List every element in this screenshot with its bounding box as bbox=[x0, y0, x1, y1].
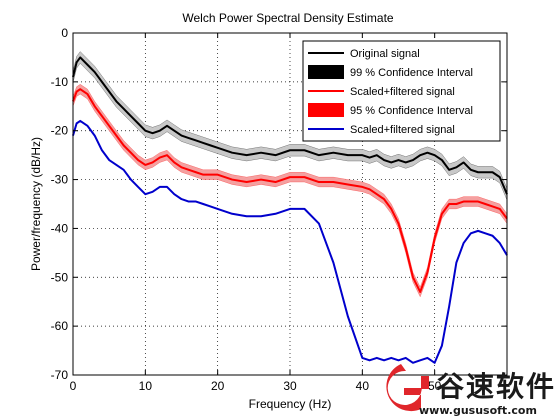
series-line-3 bbox=[72, 119, 508, 364]
y-tick-label: -30 bbox=[51, 173, 69, 187]
y-tick-label: -10 bbox=[51, 75, 69, 89]
chart-title: Welch Power Spectral Density Estimate bbox=[182, 11, 394, 25]
x-tick-label: 20 bbox=[211, 379, 225, 393]
legend: Original signal 99 % Confidence Interval S… bbox=[302, 40, 501, 142]
y-tick-label: -20 bbox=[51, 124, 69, 138]
legend-label: Scaled+filtered signal bbox=[350, 86, 455, 98]
legend-patch-swatch bbox=[308, 65, 344, 79]
y-axis-title: Power/frequency (dB/Hz) bbox=[29, 137, 43, 271]
watermark: 谷速软件 www.gususoft.com bbox=[386, 364, 556, 417]
legend-patch-swatch bbox=[308, 103, 344, 117]
series-lines bbox=[72, 56, 508, 364]
axis-ticks: 0 10 20 30 40 50 0 -10 -20 -30 -40 -50 -60 -70 bbox=[51, 26, 507, 393]
series-line-2 bbox=[72, 88, 508, 293]
legend-label: Original signal bbox=[350, 48, 420, 60]
x-tick-label: 30 bbox=[283, 379, 297, 393]
legend-label: 95 % Confidence Interval bbox=[350, 105, 473, 117]
y-tick-label: -50 bbox=[51, 270, 69, 284]
watermark-url: www.gususoft.com bbox=[419, 404, 537, 417]
y-tick-label: 0 bbox=[61, 26, 68, 40]
x-axis-title: Frequency (Hz) bbox=[249, 397, 332, 411]
legend-label: 99 % Confidence Interval bbox=[350, 67, 473, 79]
x-tick-label: 40 bbox=[356, 379, 370, 393]
legend-label: Scaled+filtered signal bbox=[350, 124, 455, 136]
x-tick-label: 50 bbox=[428, 379, 442, 393]
y-tick-label: -40 bbox=[51, 221, 69, 235]
watermark-logo bbox=[386, 364, 429, 412]
series-line-1 bbox=[72, 56, 508, 195]
x-tick-label: 0 bbox=[70, 379, 77, 393]
y-tick-label: -70 bbox=[51, 368, 69, 382]
y-tick-label: -60 bbox=[51, 319, 69, 333]
x-tick-label: 10 bbox=[139, 379, 153, 393]
watermark-brand: 谷速软件 bbox=[436, 370, 556, 403]
